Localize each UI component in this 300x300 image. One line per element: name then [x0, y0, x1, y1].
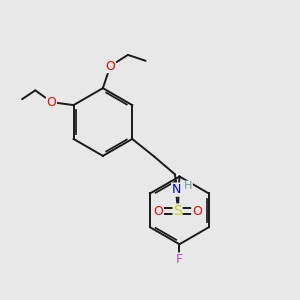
- Text: H: H: [184, 181, 192, 191]
- Text: F: F: [176, 253, 183, 266]
- Text: O: O: [46, 96, 56, 109]
- Text: N: N: [172, 183, 181, 196]
- Text: O: O: [192, 205, 202, 218]
- Text: O: O: [154, 205, 164, 218]
- Text: O: O: [105, 60, 115, 73]
- Text: S: S: [173, 204, 182, 218]
